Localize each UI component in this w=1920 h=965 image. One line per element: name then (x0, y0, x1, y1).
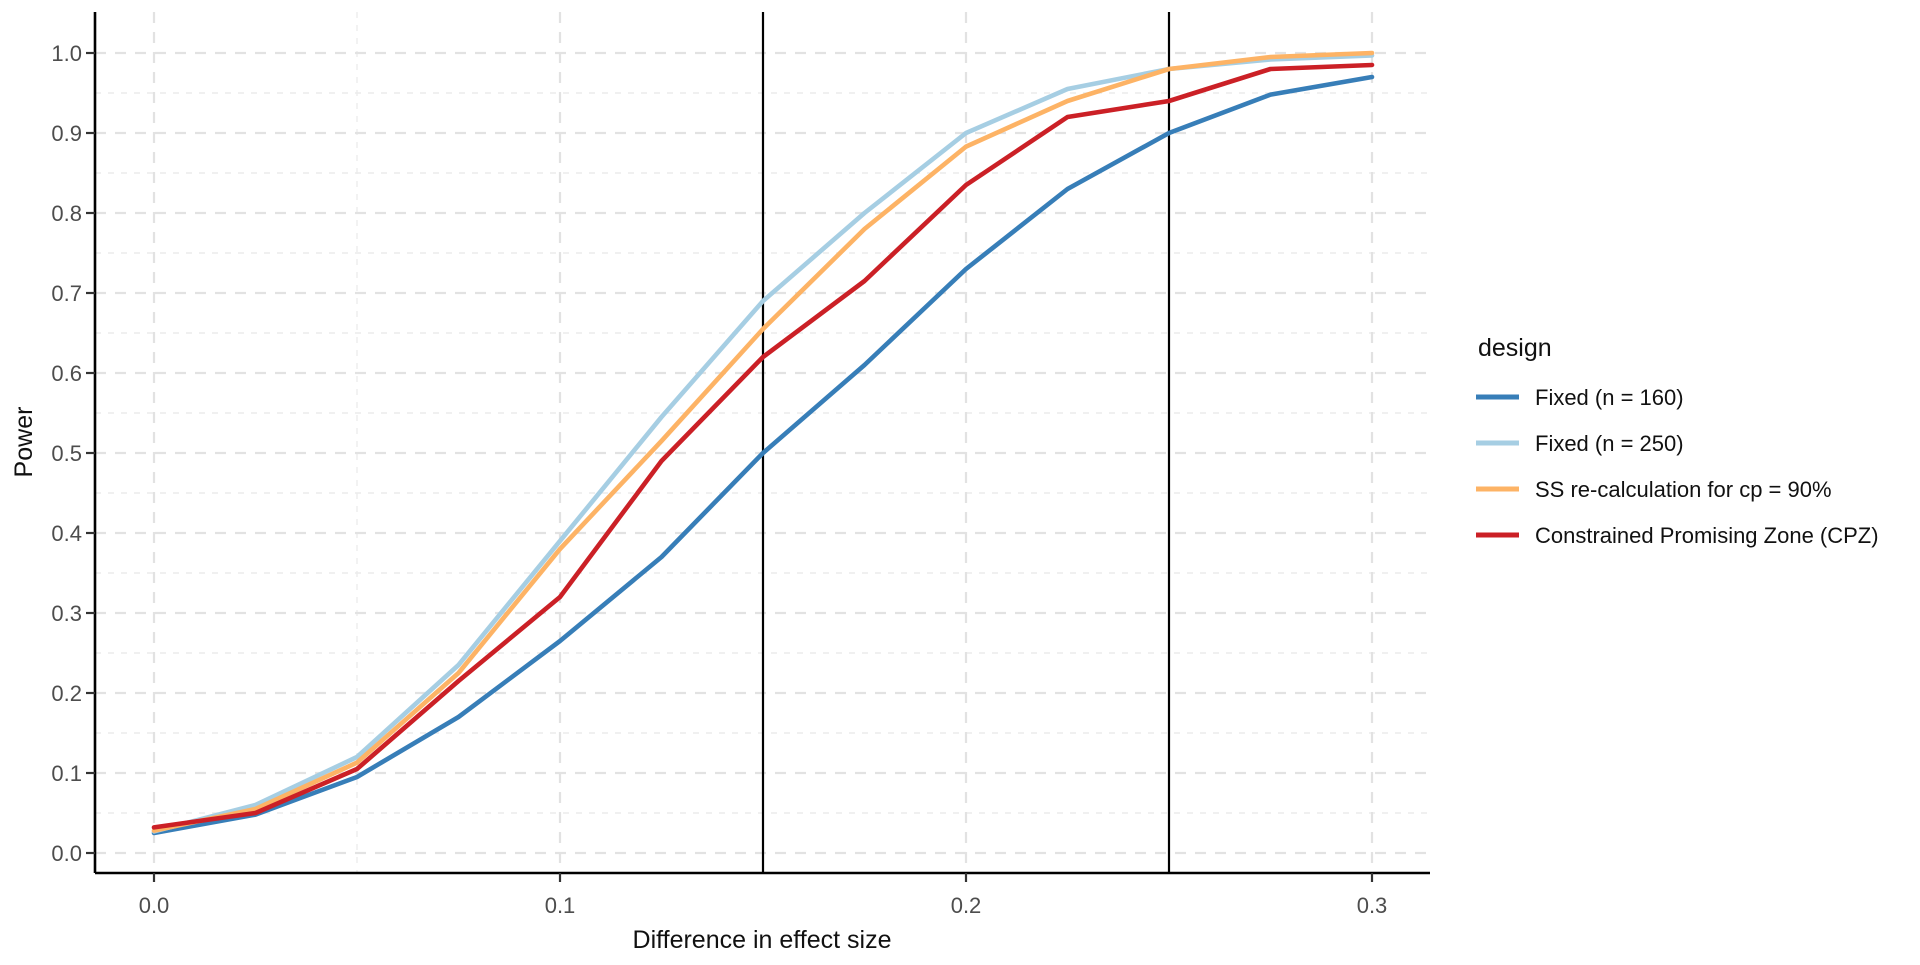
series-line-ss-re-calculation-for-cp-90 (151, 50, 1375, 833)
series-line-fixed-n-160 (151, 74, 1375, 836)
legend-item-label-ss-re-calculation-for-cp-90: SS re-calculation for cp = 90% (1535, 477, 1832, 502)
legend-title: design (1478, 334, 1552, 362)
legend-item-constrained-promising-zone-cpz: Constrained Promising Zone (CPZ) (1476, 523, 1879, 548)
y-tick-label-1.0: 1.0 (51, 41, 82, 66)
y-tick-label-0.3: 0.3 (51, 601, 82, 626)
legend-items: Fixed (n = 160) Fixed (n = 250) SS re-calc… (1476, 385, 1879, 548)
y-tick-label-0.5: 0.5 (51, 441, 82, 466)
axis-ticks (86, 51, 1374, 882)
reference-lines (761, 12, 1171, 873)
x-tick-label-0.1: 0.1 (545, 893, 576, 918)
y-tick-label-0.7: 0.7 (51, 281, 82, 306)
x-tick-label-0.0: 0.0 (139, 893, 170, 918)
legend-item-label-fixed-n-250: Fixed (n = 250) (1535, 431, 1684, 456)
y-axis-title: Power (10, 407, 38, 478)
x-tick-label-0.3: 0.3 (1357, 893, 1388, 918)
legend-item-fixed-n-160: Fixed (n = 160) (1476, 385, 1684, 410)
legend-item-ss-re-calculation-for-cp-90: SS re-calculation for cp = 90% (1476, 477, 1832, 502)
legend-item-fixed-n-250: Fixed (n = 250) (1476, 431, 1684, 456)
x-axis-title: Difference in effect size (633, 926, 892, 954)
legend-item-label-constrained-promising-zone-cpz: Constrained Promising Zone (CPZ) (1535, 523, 1879, 548)
y-tick-label-0.0: 0.0 (51, 841, 82, 866)
y-tick-label-0.1: 0.1 (51, 761, 82, 786)
series-line-constrained-promising-zone-cpz (151, 62, 1375, 830)
axis-tick-labels: 0.0 0.1 0.2 0.3 0.0 0.1 0.2 0.3 0.4 0.5 0.6 0.7 0.8 0… (51, 41, 1387, 918)
y-tick-label-0.6: 0.6 (51, 361, 82, 386)
y-tick-label-0.2: 0.2 (51, 681, 82, 706)
y-tick-label-0.4: 0.4 (51, 521, 82, 546)
series-lines (151, 50, 1375, 836)
legend-item-label-fixed-n-160: Fixed (n = 160) (1535, 385, 1684, 410)
axis-lines (93, 12, 1430, 875)
y-tick-label-0.9: 0.9 (51, 121, 82, 146)
legend: design Fixed (n = 160) Fixed (n = 250) SS … (1476, 334, 1879, 548)
y-tick-label-0.8: 0.8 (51, 201, 82, 226)
x-tick-label-0.2: 0.2 (951, 893, 982, 918)
